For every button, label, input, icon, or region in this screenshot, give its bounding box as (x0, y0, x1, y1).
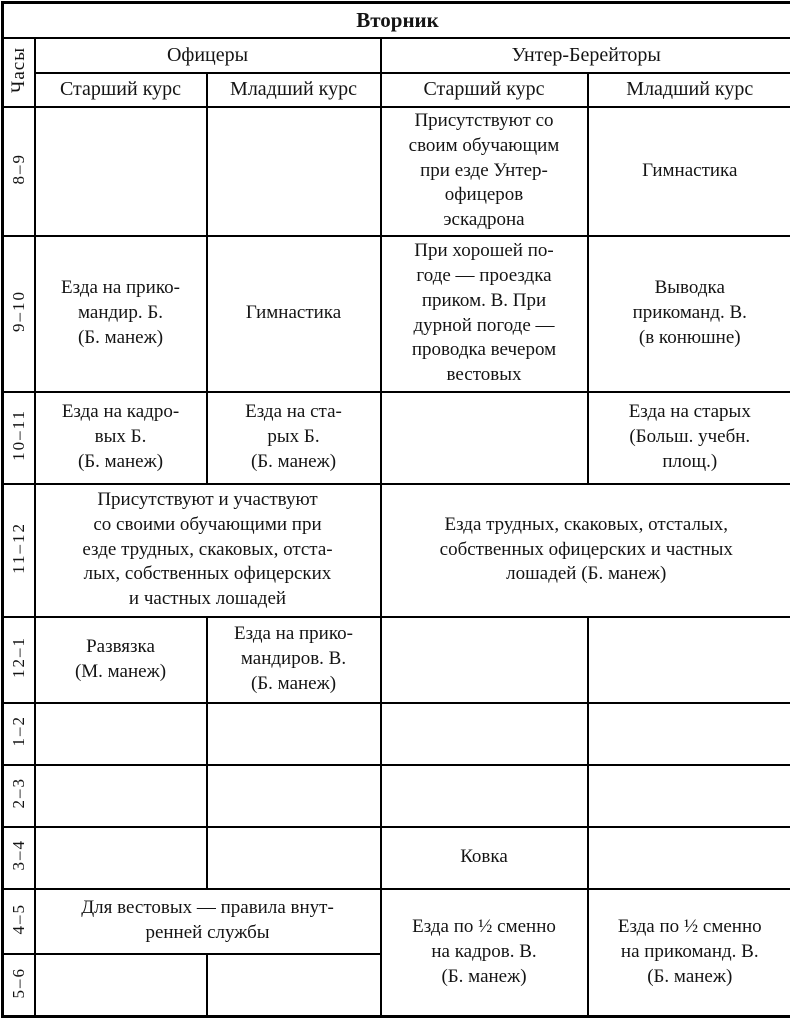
cell-8-9-unter-senior: Присутствуют со своим обучающим при езде… (381, 107, 588, 236)
cell-1-2-unter-junior (588, 703, 790, 765)
officers-group-header: Офицеры (35, 38, 381, 73)
cell-8-9-officers-junior (207, 107, 381, 236)
cell-12-1-unter-senior (381, 617, 588, 703)
cell-1-2-officers-junior (207, 703, 381, 765)
hours-column-header: Часы (3, 38, 35, 107)
cell-5-6-officers-senior (35, 954, 207, 1017)
officers-senior-course-header: Старший курс (35, 73, 207, 107)
cell-3-4-officers-senior (35, 827, 207, 889)
cell-11-12-unter-merged: Езда трудных, скаковых, отсталых, собств… (381, 484, 790, 617)
row-4-5: 4–5 Для вестовых — правила внут- ренней … (3, 889, 790, 954)
row-8-9: 8–9 Присутствуют со своим обучающим при … (3, 107, 790, 236)
cell-8-9-officers-senior (35, 107, 207, 236)
day-title: Вторник (3, 3, 790, 38)
cell-9-10-officers-senior: Езда на прико- мандир. Б. (Б. манеж) (35, 236, 207, 392)
cell-1-2-officers-senior (35, 703, 207, 765)
hour-label-10-11: 10–11 (3, 392, 35, 484)
hour-label-9-10: 9–10 (3, 236, 35, 392)
hour-label-4-5: 4–5 (3, 889, 35, 954)
cell-12-1-officers-junior: Езда на прико- мандиров. В. (Б. манеж) (207, 617, 381, 703)
cell-2-3-officers-senior (35, 765, 207, 827)
cell-2-3-unter-senior (381, 765, 588, 827)
cell-10-11-officers-junior: Езда на ста- рых Б. (Б. манеж) (207, 392, 381, 484)
cell-9-10-unter-junior: Выводка прикоманд. В. (в конюшне) (588, 236, 790, 392)
cell-4-6-unter-junior: Езда по ½ сменно на прикоманд. В. (Б. ма… (588, 889, 790, 1017)
row-12-1: 12–1 Развязка (М. манеж) Езда на прико- … (3, 617, 790, 703)
cell-12-1-unter-junior (588, 617, 790, 703)
unter-senior-course-header: Старший курс (381, 73, 588, 107)
cell-2-3-unter-junior (588, 765, 790, 827)
row-10-11: 10–11 Езда на кадро- вых Б. (Б. манеж) Е… (3, 392, 790, 484)
row-2-3: 2–3 (3, 765, 790, 827)
hour-label-3-4: 3–4 (3, 827, 35, 889)
cell-3-4-officers-junior (207, 827, 381, 889)
cell-10-11-unter-senior (381, 392, 588, 484)
hour-label-1-2: 1–2 (3, 703, 35, 765)
hour-label-2-3: 2–3 (3, 765, 35, 827)
cell-3-4-unter-senior: Ковка (381, 827, 588, 889)
cell-9-10-unter-senior: При хорошей по- годе — проездка приком. … (381, 236, 588, 392)
cell-4-5-officers-merged: Для вестовых — правила внут- ренней служ… (35, 889, 381, 954)
cell-9-10-officers-junior: Гимнастика (207, 236, 381, 392)
cell-10-11-unter-junior: Езда на старых (Больш. учебн. площ.) (588, 392, 790, 484)
row-3-4: 3–4 Ковка (3, 827, 790, 889)
hour-label-11-12: 11–12 (3, 484, 35, 617)
hour-label-8-9: 8–9 (3, 107, 35, 236)
cell-11-12-officers-merged: Присутствуют и участвуют со своими обуча… (35, 484, 381, 617)
cell-12-1-officers-senior: Развязка (М. манеж) (35, 617, 207, 703)
unter-junior-course-header: Младший курс (588, 73, 790, 107)
row-9-10: 9–10 Езда на прико- мандир. Б. (Б. манеж… (3, 236, 790, 392)
row-1-2: 1–2 (3, 703, 790, 765)
row-11-12: 11–12 Присутствуют и участвуют со своими… (3, 484, 790, 617)
hours-column-header-label: Часы (8, 47, 30, 93)
cell-10-11-officers-senior: Езда на кадро- вых Б. (Б. манеж) (35, 392, 207, 484)
cell-1-2-unter-senior (381, 703, 588, 765)
hour-label-12-1: 12–1 (3, 617, 35, 703)
cell-2-3-officers-junior (207, 765, 381, 827)
cell-8-9-unter-junior: Гимнастика (588, 107, 790, 236)
officers-junior-course-header: Младший курс (207, 73, 381, 107)
cell-4-6-unter-senior: Езда по ½ сменно на кадров. В. (Б. манеж… (381, 889, 588, 1017)
hour-label-5-6: 5–6 (3, 954, 35, 1017)
cell-3-4-unter-junior (588, 827, 790, 889)
cell-5-6-officers-junior (207, 954, 381, 1017)
unter-group-header: Унтер-Берейторы (381, 38, 790, 73)
